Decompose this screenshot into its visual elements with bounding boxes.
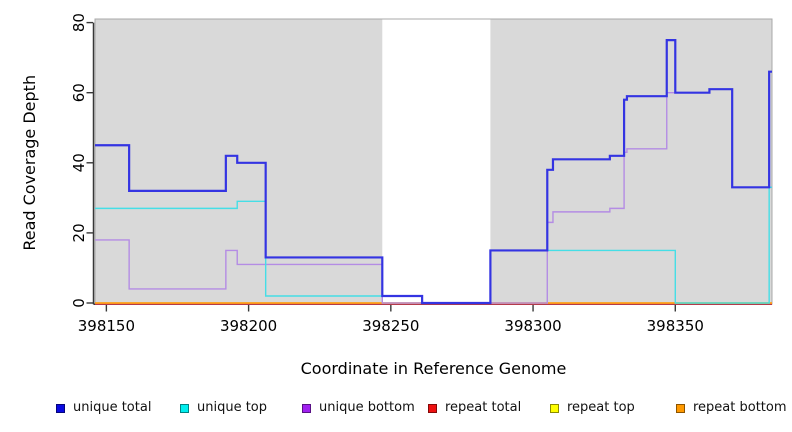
shaded-region xyxy=(490,19,772,303)
x-tick-label: 398200 xyxy=(220,317,277,335)
y-tick-label: 60 xyxy=(70,83,88,102)
y-tick-label: 20 xyxy=(70,223,88,242)
x-tick-label: 398150 xyxy=(78,317,135,335)
y-tick-label: 80 xyxy=(70,13,88,32)
x-tick-label: 398250 xyxy=(362,317,419,335)
y-tick-label: 0 xyxy=(70,298,88,308)
x-tick-label: 398350 xyxy=(647,317,704,335)
series-line-unique-total xyxy=(95,39,772,305)
x-axis-title: Coordinate in Reference Genome xyxy=(301,359,567,378)
y-axis-title: Read Coverage Depth xyxy=(20,75,39,251)
y-tick-label: 40 xyxy=(70,153,88,172)
shaded-region xyxy=(95,19,383,303)
x-tick-label: 398300 xyxy=(504,317,561,335)
